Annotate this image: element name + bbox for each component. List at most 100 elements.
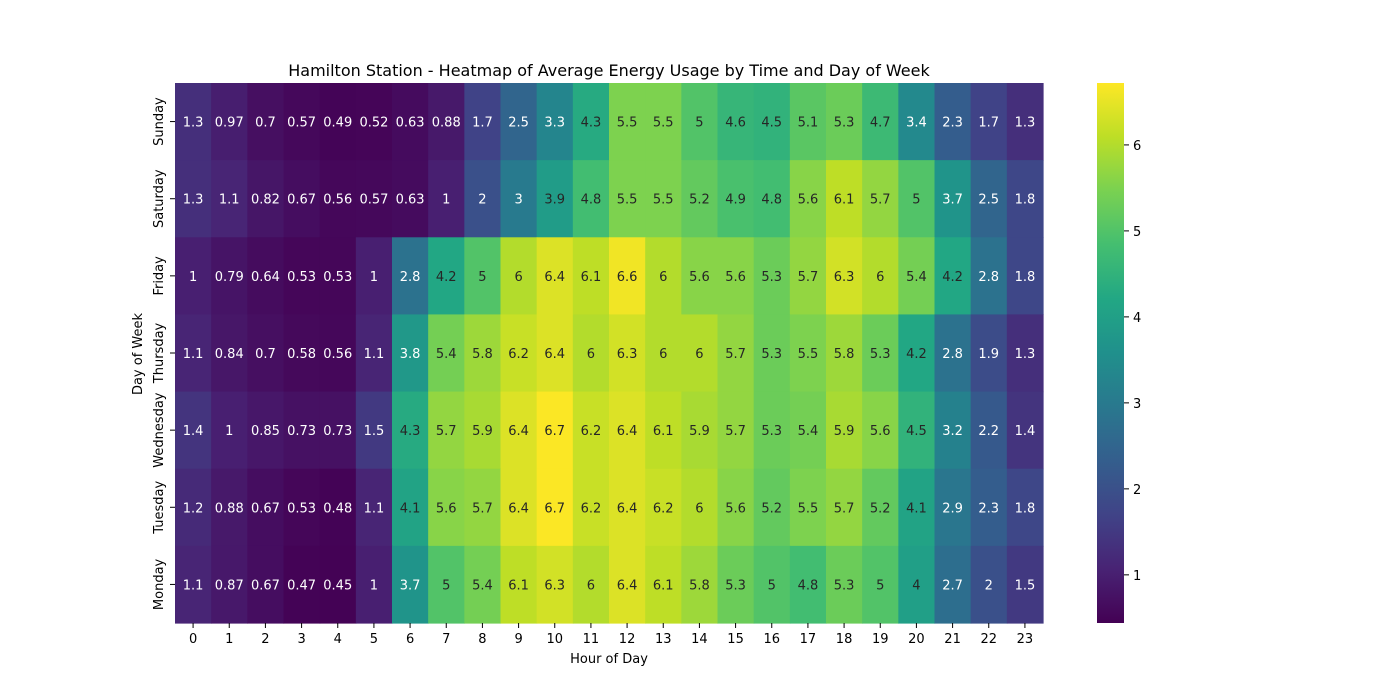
y-axis-label: Day of Week <box>131 312 146 395</box>
heatmap-cell <box>970 237 1008 316</box>
cell-value-label: 0.56 <box>323 347 352 362</box>
cell-value-label: 6.2 <box>508 347 529 362</box>
cell-value-label: 5.4 <box>906 270 927 285</box>
x-tick-label: 9 <box>514 632 522 647</box>
heatmap-cell <box>428 391 465 470</box>
heatmap-cell <box>536 237 574 316</box>
cell-value-label: 6.4 <box>508 501 529 516</box>
cell-value-label: 0.64 <box>251 270 280 285</box>
heatmap-cell <box>1006 391 1044 470</box>
heatmap-cell <box>355 468 393 547</box>
cell-value-label: 4.2 <box>436 270 457 285</box>
cell-value-label: 5.4 <box>436 347 457 362</box>
heatmap-cell <box>572 391 610 470</box>
cell-value-label: 6.1 <box>653 424 674 439</box>
heatmap-cell <box>717 391 755 470</box>
heatmap-cell <box>934 468 972 547</box>
heatmap-cell <box>464 160 502 238</box>
heatmap-cell <box>500 160 538 238</box>
heatmap-cell <box>898 468 936 547</box>
cell-value-label: 3.9 <box>544 193 565 208</box>
heatmap-cell <box>536 160 574 238</box>
heatmap-cell <box>319 545 357 624</box>
cell-value-label: 2.3 <box>978 501 999 516</box>
heatmap-cell <box>572 468 610 547</box>
colorbar-tick-label: 5 <box>1133 225 1141 240</box>
cell-value-label: 6 <box>876 270 884 285</box>
heatmap-cell <box>572 545 610 624</box>
x-tick-label: 2 <box>261 632 269 647</box>
cell-value-label: 2 <box>985 578 993 593</box>
x-tick-label: 19 <box>872 632 889 647</box>
heatmap-cell <box>572 237 610 316</box>
heatmap-cell <box>211 314 248 393</box>
heatmap-cell <box>392 314 429 393</box>
heatmap-cell <box>645 160 682 238</box>
cell-value-label: 4.1 <box>906 501 927 516</box>
cell-value-label: 2.8 <box>942 347 963 362</box>
cell-value-label: 6.1 <box>508 578 529 593</box>
cell-value-label: 3 <box>514 193 522 208</box>
y-tick-label: Thursday <box>152 322 167 384</box>
heatmap-cell <box>609 160 646 238</box>
cell-value-label: 5.5 <box>653 116 674 131</box>
cell-value-label: 6.6 <box>617 270 638 285</box>
x-tick-label: 6 <box>406 632 414 647</box>
heatmap-cell <box>464 545 502 624</box>
heatmap-cell <box>645 237 682 316</box>
x-tick-label: 3 <box>297 632 305 647</box>
cell-value-label: 4.2 <box>906 347 927 362</box>
x-tick-label: 18 <box>836 632 853 647</box>
x-tick-label: 23 <box>1017 632 1034 647</box>
heatmap-cell <box>934 237 972 316</box>
cell-value-label: 0.63 <box>396 193 425 208</box>
heatmap-cell <box>464 314 502 393</box>
heatmap-cell <box>789 314 827 393</box>
heatmap-cell <box>464 83 502 161</box>
cell-value-label: 6.1 <box>834 193 855 208</box>
heatmap-cell <box>826 545 863 624</box>
heatmap-cell <box>536 83 574 161</box>
cell-value-label: 6.4 <box>544 347 565 362</box>
heatmap-cell <box>536 391 574 470</box>
heatmap-cell <box>247 83 285 161</box>
heatmap-cell <box>1006 468 1044 547</box>
cell-value-label: 1.1 <box>219 193 240 208</box>
heatmap-cell <box>970 391 1008 470</box>
cell-value-label: 4.6 <box>725 116 746 131</box>
cell-value-label: 0.82 <box>251 193 280 208</box>
cell-value-label: 1.3 <box>1015 116 1036 131</box>
cell-value-label: 2 <box>478 193 486 208</box>
cell-value-label: 6.4 <box>617 578 638 593</box>
heatmap-cell <box>934 160 972 238</box>
cell-value-label: 5.7 <box>798 270 819 285</box>
cell-value-label: 6.4 <box>508 424 529 439</box>
heatmap-cell <box>753 237 791 316</box>
cell-value-label: 1.1 <box>183 578 204 593</box>
cell-value-label: 1 <box>225 424 233 439</box>
cell-value-label: 5.5 <box>653 193 674 208</box>
cell-value-label: 5.8 <box>689 578 710 593</box>
heatmap-cell <box>970 468 1008 547</box>
heatmap-cell <box>898 237 936 316</box>
heatmap-cell <box>392 237 429 316</box>
cell-value-label: 5.3 <box>870 347 891 362</box>
cell-value-label: 1.8 <box>1015 501 1036 516</box>
heatmap-cell <box>283 391 321 470</box>
cell-value-label: 0.63 <box>396 116 425 131</box>
heatmap-cell <box>609 391 646 470</box>
cell-value-label: 1 <box>189 270 197 285</box>
heatmap-cell <box>898 545 936 624</box>
cell-value-label: 1 <box>370 270 378 285</box>
cell-value-label: 1.8 <box>1015 270 1036 285</box>
heatmap-cell <box>609 545 646 624</box>
heatmap-cell <box>428 545 465 624</box>
x-tick-label: 0 <box>189 632 197 647</box>
heatmap-cell <box>536 545 574 624</box>
cell-value-label: 6 <box>587 578 595 593</box>
x-tick-label: 7 <box>442 632 450 647</box>
cell-value-label: 6.1 <box>581 270 602 285</box>
x-tick-label: 22 <box>980 632 997 647</box>
cell-value-label: 0.85 <box>251 424 280 439</box>
